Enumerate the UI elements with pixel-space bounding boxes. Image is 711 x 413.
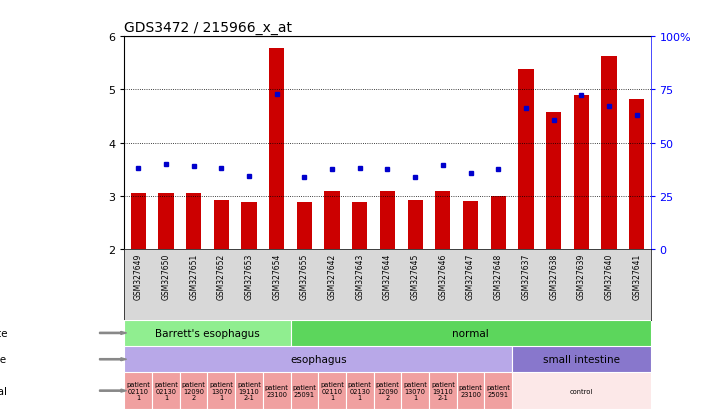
Text: patient
25091: patient 25091 — [486, 385, 510, 397]
Text: patient
23100: patient 23100 — [264, 385, 289, 397]
Text: disease state: disease state — [0, 328, 7, 338]
Bar — [152, 373, 180, 409]
Text: esophagus: esophagus — [290, 354, 346, 364]
Text: patient
12090
2: patient 12090 2 — [182, 381, 205, 400]
Bar — [242, 203, 257, 249]
Bar — [491, 196, 506, 249]
Text: GSM327648: GSM327648 — [493, 253, 503, 299]
Text: GSM327641: GSM327641 — [632, 253, 641, 299]
Text: patient
02110
1: patient 02110 1 — [320, 381, 344, 400]
Text: patient
13070
1: patient 13070 1 — [403, 381, 427, 400]
Text: GSM327643: GSM327643 — [356, 253, 364, 299]
Text: patient
19110
2-1: patient 19110 2-1 — [431, 381, 455, 400]
Text: patient
25091: patient 25091 — [292, 385, 316, 397]
Text: Barrett's esophagus: Barrett's esophagus — [155, 328, 260, 338]
Bar — [235, 373, 263, 409]
Bar — [124, 346, 512, 373]
Bar — [291, 320, 651, 346]
Bar — [346, 373, 374, 409]
Text: small intestine: small intestine — [542, 354, 620, 364]
Bar — [629, 100, 644, 249]
Bar — [208, 373, 235, 409]
Text: GSM327650: GSM327650 — [161, 253, 171, 299]
Text: patient
02130
1: patient 02130 1 — [348, 381, 372, 400]
Bar — [269, 49, 284, 249]
Bar — [484, 373, 512, 409]
Bar — [291, 373, 319, 409]
Text: GSM327652: GSM327652 — [217, 253, 226, 299]
Bar — [456, 373, 484, 409]
Text: GSM327646: GSM327646 — [439, 253, 447, 299]
Text: patient
02130
1: patient 02130 1 — [154, 381, 178, 400]
Text: GSM327640: GSM327640 — [604, 253, 614, 299]
Bar — [574, 95, 589, 249]
Text: GSM327651: GSM327651 — [189, 253, 198, 299]
Bar — [518, 70, 533, 249]
Text: GSM327653: GSM327653 — [245, 253, 254, 299]
Bar — [512, 373, 651, 409]
Text: GDS3472 / 215966_x_at: GDS3472 / 215966_x_at — [124, 21, 292, 35]
Bar — [380, 192, 395, 249]
Bar — [352, 203, 368, 249]
Bar — [296, 203, 312, 249]
Text: GSM327637: GSM327637 — [521, 253, 530, 299]
Text: individual: individual — [0, 386, 7, 396]
Text: patient
13070
1: patient 13070 1 — [210, 381, 233, 400]
Text: GSM327644: GSM327644 — [383, 253, 392, 299]
Text: patient
12090
2: patient 12090 2 — [375, 381, 400, 400]
Text: GSM327654: GSM327654 — [272, 253, 282, 299]
Text: patient
19110
2-1: patient 19110 2-1 — [237, 381, 261, 400]
Text: tissue: tissue — [0, 354, 7, 364]
Bar — [435, 192, 451, 249]
Bar — [512, 346, 651, 373]
Text: GSM327649: GSM327649 — [134, 253, 143, 299]
Text: GSM327639: GSM327639 — [577, 253, 586, 299]
Text: GSM327655: GSM327655 — [300, 253, 309, 299]
Bar — [324, 192, 340, 249]
Bar — [401, 373, 429, 409]
Text: control: control — [570, 388, 593, 394]
Text: GSM327638: GSM327638 — [549, 253, 558, 299]
Text: normal: normal — [452, 328, 489, 338]
Bar — [319, 373, 346, 409]
Bar — [131, 194, 146, 249]
Bar — [463, 202, 479, 249]
Bar — [159, 194, 173, 249]
Text: GSM327647: GSM327647 — [466, 253, 475, 299]
Bar — [263, 373, 291, 409]
Text: GSM327642: GSM327642 — [328, 253, 336, 299]
Bar — [214, 200, 229, 249]
Bar — [180, 373, 208, 409]
Text: patient
02110
1: patient 02110 1 — [127, 381, 150, 400]
Bar — [124, 320, 291, 346]
Bar — [374, 373, 401, 409]
Bar — [602, 57, 616, 249]
Bar — [407, 200, 423, 249]
Bar — [546, 112, 561, 249]
Text: patient
23100: patient 23100 — [459, 385, 483, 397]
Text: GSM327645: GSM327645 — [411, 253, 419, 299]
Bar — [429, 373, 456, 409]
Bar — [186, 194, 201, 249]
Bar — [124, 373, 152, 409]
